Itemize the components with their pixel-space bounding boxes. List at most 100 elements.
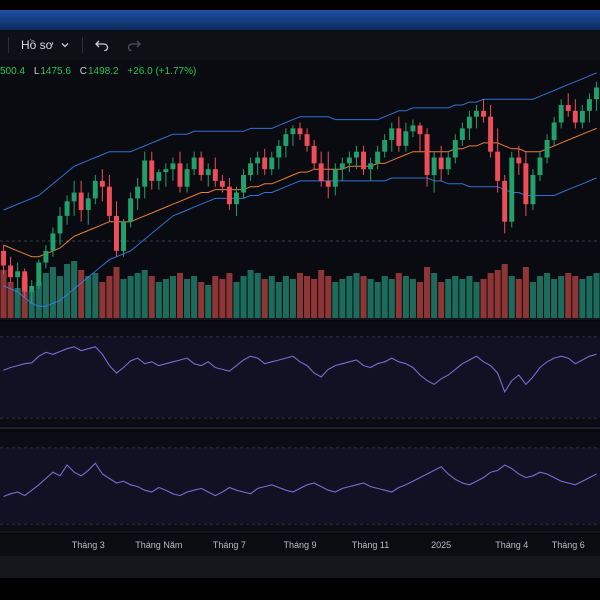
volume-bar xyxy=(85,276,92,318)
redo-button[interactable] xyxy=(123,37,145,53)
volume-bar xyxy=(494,270,501,318)
candle-body xyxy=(375,151,381,164)
header-strip xyxy=(0,10,600,30)
candle-body xyxy=(339,163,345,170)
volume-bar xyxy=(56,276,64,318)
volume-bar xyxy=(409,279,416,318)
candle-body xyxy=(92,180,98,199)
volume-bar xyxy=(424,267,431,318)
volume-bar xyxy=(367,279,374,318)
candle-body xyxy=(438,157,444,170)
candle-body xyxy=(43,250,49,263)
chevron-down-icon xyxy=(60,40,70,50)
candle-body xyxy=(565,105,571,111)
toolbar-separator xyxy=(8,37,9,53)
volume-bar xyxy=(402,276,409,318)
volume-bar xyxy=(353,273,360,318)
volume-bar xyxy=(28,291,35,318)
volume-bar xyxy=(445,279,452,318)
undo-button[interactable] xyxy=(91,37,113,53)
volume-bar xyxy=(219,279,226,318)
candle-body xyxy=(290,128,296,135)
candle-body xyxy=(396,128,402,146)
candle-body xyxy=(276,145,282,158)
volume-bar xyxy=(155,282,162,318)
candle-body xyxy=(403,131,409,146)
profile-dropdown[interactable]: Hồ sơ xyxy=(17,36,74,54)
x-axis-bg xyxy=(0,534,600,560)
volume-bar xyxy=(593,273,600,318)
volume-bar xyxy=(282,276,289,318)
x-axis-label: Tháng 9 xyxy=(283,540,316,550)
candle-body xyxy=(255,157,261,164)
ohlc-legend: 500.4 L1475.6 C1498.2 +26.0 (+1.77%) xyxy=(0,66,202,77)
candle-body xyxy=(579,110,585,123)
candle-body xyxy=(346,157,352,164)
volume-bar xyxy=(501,264,508,318)
volume-bar xyxy=(374,282,381,318)
redo-icon xyxy=(127,39,141,51)
chart-area[interactable]: Tháng 3 Tháng Năm Tháng 7 Tháng 9 Tháng 11 20… xyxy=(0,60,600,560)
oscillator-band-fill xyxy=(0,448,600,524)
candle-body xyxy=(523,163,529,205)
candle-body xyxy=(149,160,155,181)
volume-bar xyxy=(275,282,282,318)
candle-body xyxy=(177,163,183,187)
volume-bar xyxy=(113,267,120,318)
candle-body xyxy=(198,157,204,176)
candle-body xyxy=(226,186,232,205)
candle-body xyxy=(537,157,543,176)
candle-body xyxy=(318,163,324,181)
volume-bar xyxy=(360,276,367,318)
price-chart-svg[interactable]: Tháng 3 Tháng Năm Tháng 7 Tháng 9 Tháng 11 20… xyxy=(0,60,600,560)
candle-body xyxy=(71,192,77,202)
volume-bar xyxy=(480,279,487,318)
candle-body xyxy=(241,175,246,193)
oscillator-band-fill xyxy=(0,337,600,418)
volume-bar xyxy=(515,279,522,318)
volume-bar xyxy=(438,282,445,318)
candle-body xyxy=(121,221,126,251)
candle-body xyxy=(128,198,134,222)
x-axis-label: Tháng 11 xyxy=(352,540,389,550)
chart-toolbar: Hồ sơ xyxy=(0,30,600,61)
x-axis-label: Tháng 4 xyxy=(495,540,528,550)
volume-bar xyxy=(388,279,395,318)
candle-body xyxy=(516,157,522,164)
volume-bar xyxy=(586,276,593,318)
candle-body xyxy=(311,145,317,164)
volume-bar xyxy=(508,276,515,318)
volume-bar xyxy=(579,279,586,318)
candle-body xyxy=(8,265,14,278)
candle-body xyxy=(142,160,148,187)
candle-body xyxy=(389,128,395,141)
volume-bar xyxy=(247,270,254,318)
x-axis-label: Tháng Năm xyxy=(135,540,182,550)
candle-body xyxy=(495,151,501,181)
candle-body xyxy=(466,116,472,129)
volume-bar xyxy=(49,267,56,318)
volume-bar xyxy=(346,276,353,318)
candle-body xyxy=(156,172,162,181)
volume-bar xyxy=(304,276,311,318)
x-axis-label: 2025 xyxy=(431,540,451,550)
volume-bar xyxy=(78,270,85,318)
volume-bar xyxy=(544,273,551,318)
candle-body xyxy=(212,169,218,181)
volume-bar xyxy=(381,276,388,318)
volume-bar xyxy=(311,279,318,318)
volume-bar xyxy=(14,288,21,318)
candle-body xyxy=(106,186,112,216)
candle-body xyxy=(459,128,465,141)
volume-bar xyxy=(529,282,536,318)
candle-body xyxy=(368,163,374,170)
candle-body xyxy=(551,122,557,141)
volume-bar xyxy=(318,270,325,318)
volume-bar xyxy=(169,276,176,318)
candle-body xyxy=(452,140,458,158)
legend-low-key: L xyxy=(33,66,40,77)
candle-body xyxy=(417,125,423,135)
candle-body xyxy=(502,180,508,222)
candle-body xyxy=(262,157,268,170)
candle-body xyxy=(586,99,592,111)
